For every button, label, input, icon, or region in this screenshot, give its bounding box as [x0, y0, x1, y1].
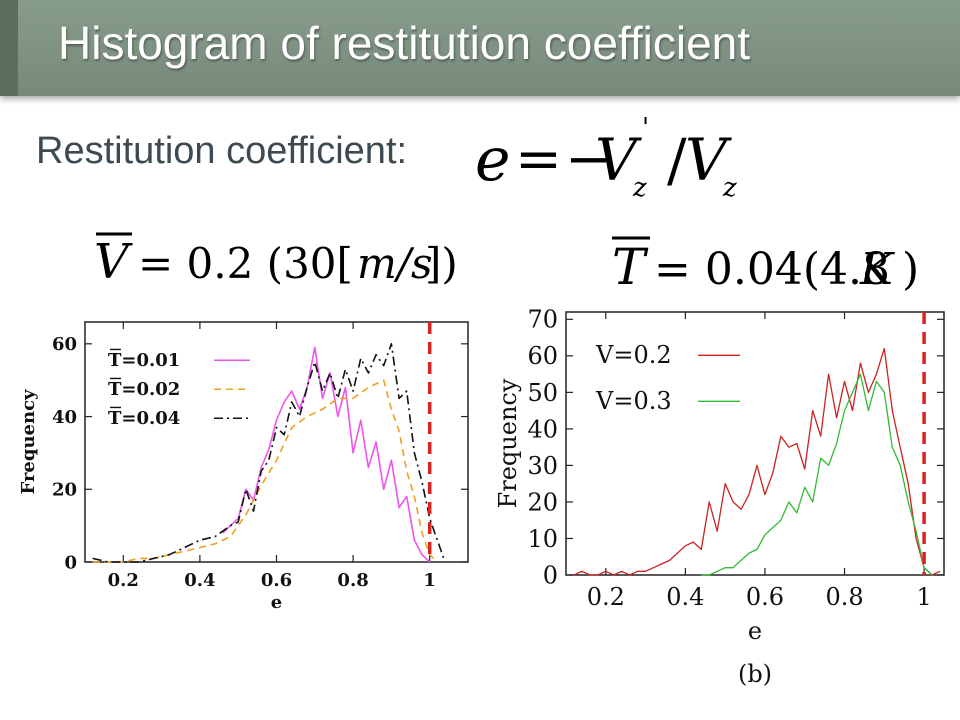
y-tick-label: 40 — [52, 407, 77, 428]
temperature-unit: K — [859, 244, 895, 295]
x-tick-label: 0.2 — [108, 570, 139, 591]
series-line-v-0-2 — [573, 347, 941, 576]
x-tick-label: 0.8 — [825, 583, 863, 611]
formula-prime: ' — [642, 113, 649, 143]
legend-label: V=0.2 — [595, 341, 672, 369]
formula-minus: − — [565, 127, 612, 192]
formula-v: V — [685, 126, 732, 194]
x-tick-label: 0.6 — [261, 570, 292, 591]
temperature-symbol: T — [612, 238, 649, 296]
velocity-symbol: V — [94, 234, 133, 290]
y-tick-label: 0 — [543, 561, 558, 589]
velocity-formula: V = 0.2 (30[ m/s ]) — [94, 232, 458, 290]
x-tick-label: 0.8 — [337, 570, 368, 591]
x-tick-label: 0.4 — [184, 570, 215, 591]
formula-vprime-sub: z — [632, 173, 647, 200]
legend-label: T=0.02 — [108, 379, 180, 400]
plot-frame — [565, 311, 945, 576]
y-tick-label: 60 — [527, 342, 558, 370]
y-axis-label: Frequency — [494, 378, 522, 508]
formula-e: e — [475, 125, 511, 195]
formula-slash: / — [667, 126, 687, 194]
y-tick-label: 60 — [52, 334, 77, 355]
restitution-formula: e = − V ' z / V z — [475, 113, 737, 200]
x-tick-label: 1 — [916, 583, 931, 611]
x-axis-label: e — [271, 592, 282, 613]
y-tick-label: 70 — [527, 306, 558, 334]
y-tick-label: 30 — [527, 452, 558, 480]
series-line-t-0-01 — [222, 346, 431, 563]
x-tick-label: 0.4 — [666, 583, 704, 611]
y-tick-label: 0 — [64, 552, 77, 573]
x-tick-label: 1 — [423, 570, 436, 591]
title-bar: Histogram of restitution coefficient — [0, 0, 960, 96]
slide-title: Histogram of restitution coefficient — [58, 17, 751, 69]
x-axis-label: e — [748, 617, 762, 645]
series-line-t-0-04 — [92, 342, 446, 563]
velocity-close: ]) — [425, 239, 458, 288]
legend-label: V=0.3 — [595, 387, 672, 415]
chart-caption: (b) — [738, 660, 772, 688]
formula-v-sub: z — [722, 173, 737, 200]
legend-label: T=0.04 — [108, 408, 180, 429]
y-tick-label: 50 — [527, 379, 558, 407]
formula-vprime: V — [595, 126, 642, 194]
temperature-value: = 0.04(4.8 — [654, 244, 890, 295]
velocity-unit: m/s — [357, 239, 433, 288]
series-line-v-0-3 — [701, 373, 933, 576]
velocity-value: = 0.2 (30[ — [138, 239, 353, 288]
y-tick-label: 20 — [52, 480, 77, 501]
x-tick-label: 0.2 — [587, 583, 625, 611]
legend-label: T=0.01 — [108, 350, 180, 371]
temperature-formula: T = 0.04(4.8 K ) — [612, 236, 919, 296]
y-tick-label: 10 — [527, 525, 558, 553]
y-tick-label: 40 — [527, 415, 558, 443]
series-line-t-0-02 — [92, 379, 438, 563]
formula-eq: = — [515, 127, 562, 192]
title-accent — [0, 0, 18, 96]
slide-subtitle: Restitution coefficient: — [36, 130, 408, 172]
temperature-close: ) — [902, 244, 919, 295]
y-axis-label: Frequency — [18, 389, 39, 495]
y-tick-label: 20 — [527, 488, 558, 516]
x-tick-label: 0.6 — [746, 583, 784, 611]
